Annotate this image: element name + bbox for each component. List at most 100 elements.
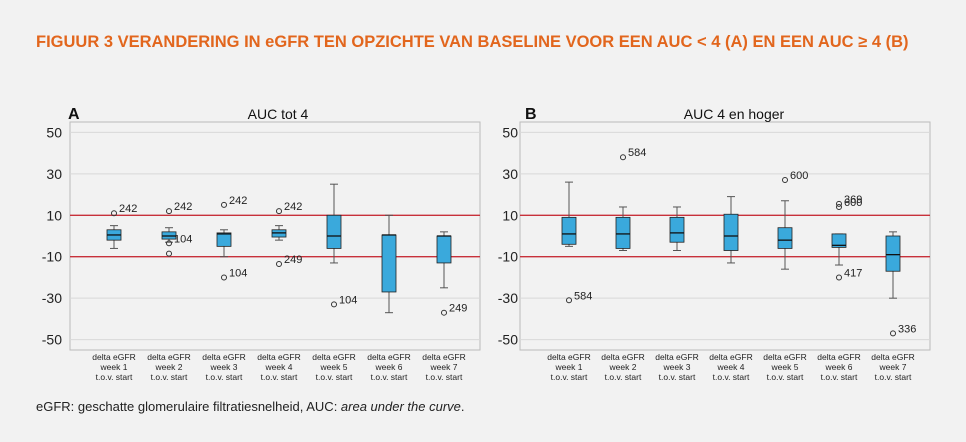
x-category-label-line: t.o.v. start: [206, 372, 243, 382]
x-category-label: delta eGFR week 4 t.o.v. start: [709, 352, 752, 382]
box-iqr: [831, 233, 847, 248]
x-category-label: delta eGFR week 7 t.o.v. start: [422, 352, 465, 382]
outlier-point: [276, 208, 282, 215]
box-iqr: [216, 232, 232, 247]
box-week-3: delta eGFR week 3 t.o.v. start: [655, 206, 699, 382]
outlier-point: [836, 203, 842, 210]
footnote-italic: area under the curve: [340, 399, 461, 414]
x-category-label-line: week 7: [879, 362, 907, 372]
outlier-label: 242: [229, 195, 247, 207]
x-category-label-line: week 2: [155, 362, 183, 372]
y-tick-label: -30: [42, 290, 62, 306]
box-week-4: delta eGFR week 4 t.o.v. start: [709, 196, 753, 382]
x-category-label-line: delta eGFR: [202, 352, 245, 362]
x-category-label: delta eGFR week 6 t.o.v. start: [367, 352, 410, 382]
x-category-label-line: delta eGFR: [709, 352, 752, 362]
outlier-point: [111, 210, 117, 217]
x-category-label-line: week 5: [320, 362, 348, 372]
x-category-label-line: delta eGFR: [312, 352, 355, 362]
box-iqr: [381, 234, 397, 293]
outlier-point: [166, 208, 172, 215]
x-category-label-line: week 3: [663, 362, 691, 372]
box-iqr: [723, 213, 739, 251]
outlier-label: 584: [628, 147, 646, 159]
x-category-label-line: t.o.v. start: [821, 372, 858, 382]
x-category-label-line: week 1: [555, 362, 583, 372]
y-tick-label: -30: [498, 290, 518, 306]
box-week-5: 600 delta eGFR week 5 t.o.v. start: [763, 170, 808, 382]
outlier-label: 242: [174, 201, 192, 213]
y-tick-label: 50: [502, 124, 518, 140]
x-category-label-line: delta eGFR: [422, 352, 465, 362]
outlier-label: 242: [119, 203, 137, 215]
box-week-3: 242 104 delta eGFR week 3 t.o.v. start: [202, 195, 247, 382]
y-tick-label: 30: [502, 166, 518, 182]
x-category-label-line: week 3: [210, 362, 238, 372]
x-category-label-line: t.o.v. start: [151, 372, 188, 382]
outlier-point: [836, 274, 842, 281]
box-week-1: 584 delta eGFR week 1 t.o.v. start: [547, 181, 592, 382]
x-category-label-line: delta eGFR: [367, 352, 410, 362]
figure-title: FIGUUR 3 VERANDERING IN eGFR TEN OPZICHT…: [36, 33, 909, 51]
box-week-7: 249 delta eGFR week 7 t.o.v. start: [422, 231, 467, 382]
x-category-label-line: t.o.v. start: [551, 372, 588, 382]
box-iqr: [669, 216, 685, 243]
chart-panel-b: 50 30 10 -10 -30 -50 B AUC 4 en hoger 584 delta e…: [498, 106, 931, 382]
x-category-label-line: delta eGFR: [147, 352, 190, 362]
x-category-label-line: week 4: [717, 362, 745, 372]
outlier-point: [890, 330, 896, 337]
x-category-label-line: delta eGFR: [655, 352, 698, 362]
figure-footnote: eGFR: geschatte glomerulaire filtratiesn…: [36, 399, 465, 414]
x-category-label: delta eGFR week 2 t.o.v. start: [601, 352, 644, 382]
footnote-end: .: [460, 399, 465, 414]
panel-title: AUC 4 en hoger: [684, 106, 785, 122]
y-tick-label: -50: [42, 332, 62, 348]
x-category-label-line: t.o.v. start: [371, 372, 408, 382]
x-category-label-line: t.o.v. start: [96, 372, 133, 382]
x-category-label-line: t.o.v. start: [605, 372, 642, 382]
outlier-point: [331, 301, 337, 308]
x-category-label: delta eGFR week 1 t.o.v. start: [92, 352, 135, 382]
x-category-label-line: t.o.v. start: [316, 372, 353, 382]
box-iqr: [777, 227, 793, 249]
x-category-label-line: t.o.v. start: [713, 372, 750, 382]
x-category-label-line: t.o.v. start: [767, 372, 804, 382]
x-category-label-line: week 6: [825, 362, 853, 372]
y-tick-label: 10: [46, 207, 62, 223]
box-week-4: 242 249 delta eGFR week 4 t.o.v. start: [257, 201, 302, 382]
panel-title: AUC tot 4: [248, 106, 309, 122]
x-category-label: delta eGFR week 1 t.o.v. start: [547, 352, 590, 382]
box-iqr: [885, 235, 901, 272]
box-iqr: [615, 216, 631, 249]
box-week-1: 242 delta eGFR week 1 t.o.v. start: [92, 203, 137, 382]
x-category-label-line: delta eGFR: [92, 352, 135, 362]
y-tick-label: 10: [502, 207, 518, 223]
y-tick-label: 50: [46, 124, 62, 140]
x-category-label: delta eGFR week 5 t.o.v. start: [763, 352, 806, 382]
box-week-2: 584 delta eGFR week 2 t.o.v. start: [601, 147, 646, 382]
x-category-label-line: delta eGFR: [547, 352, 590, 362]
x-category-label-line: t.o.v. start: [261, 372, 298, 382]
box-iqr: [326, 214, 342, 249]
x-category-label-line: t.o.v. start: [426, 372, 463, 382]
x-category-label-line: delta eGFR: [871, 352, 914, 362]
box-week-2: 242 104 delta eGFR week 2 t.o.v. start: [147, 201, 192, 382]
x-category-label-line: week 2: [609, 362, 637, 372]
x-category-label-line: week 6: [375, 362, 403, 372]
outlier-label: 104: [229, 267, 247, 279]
x-category-label: delta eGFR week 4 t.o.v. start: [257, 352, 300, 382]
outlier-label: 336: [898, 323, 916, 335]
footnote-text: eGFR: geschatte glomerulaire filtratiesn…: [36, 399, 341, 414]
outlier-point: [166, 240, 172, 247]
y-tick-label: -50: [498, 332, 518, 348]
x-category-label-line: delta eGFR: [601, 352, 644, 362]
box-week-6: delta eGFR week 6 t.o.v. start: [367, 214, 411, 382]
outlier-point: [566, 297, 572, 304]
outlier-label: 249: [449, 303, 467, 315]
x-category-label-line: delta eGFR: [817, 352, 860, 362]
panel-letter: A: [68, 106, 80, 123]
x-category-label-line: t.o.v. start: [875, 372, 912, 382]
outlier-label: 242: [284, 201, 302, 213]
